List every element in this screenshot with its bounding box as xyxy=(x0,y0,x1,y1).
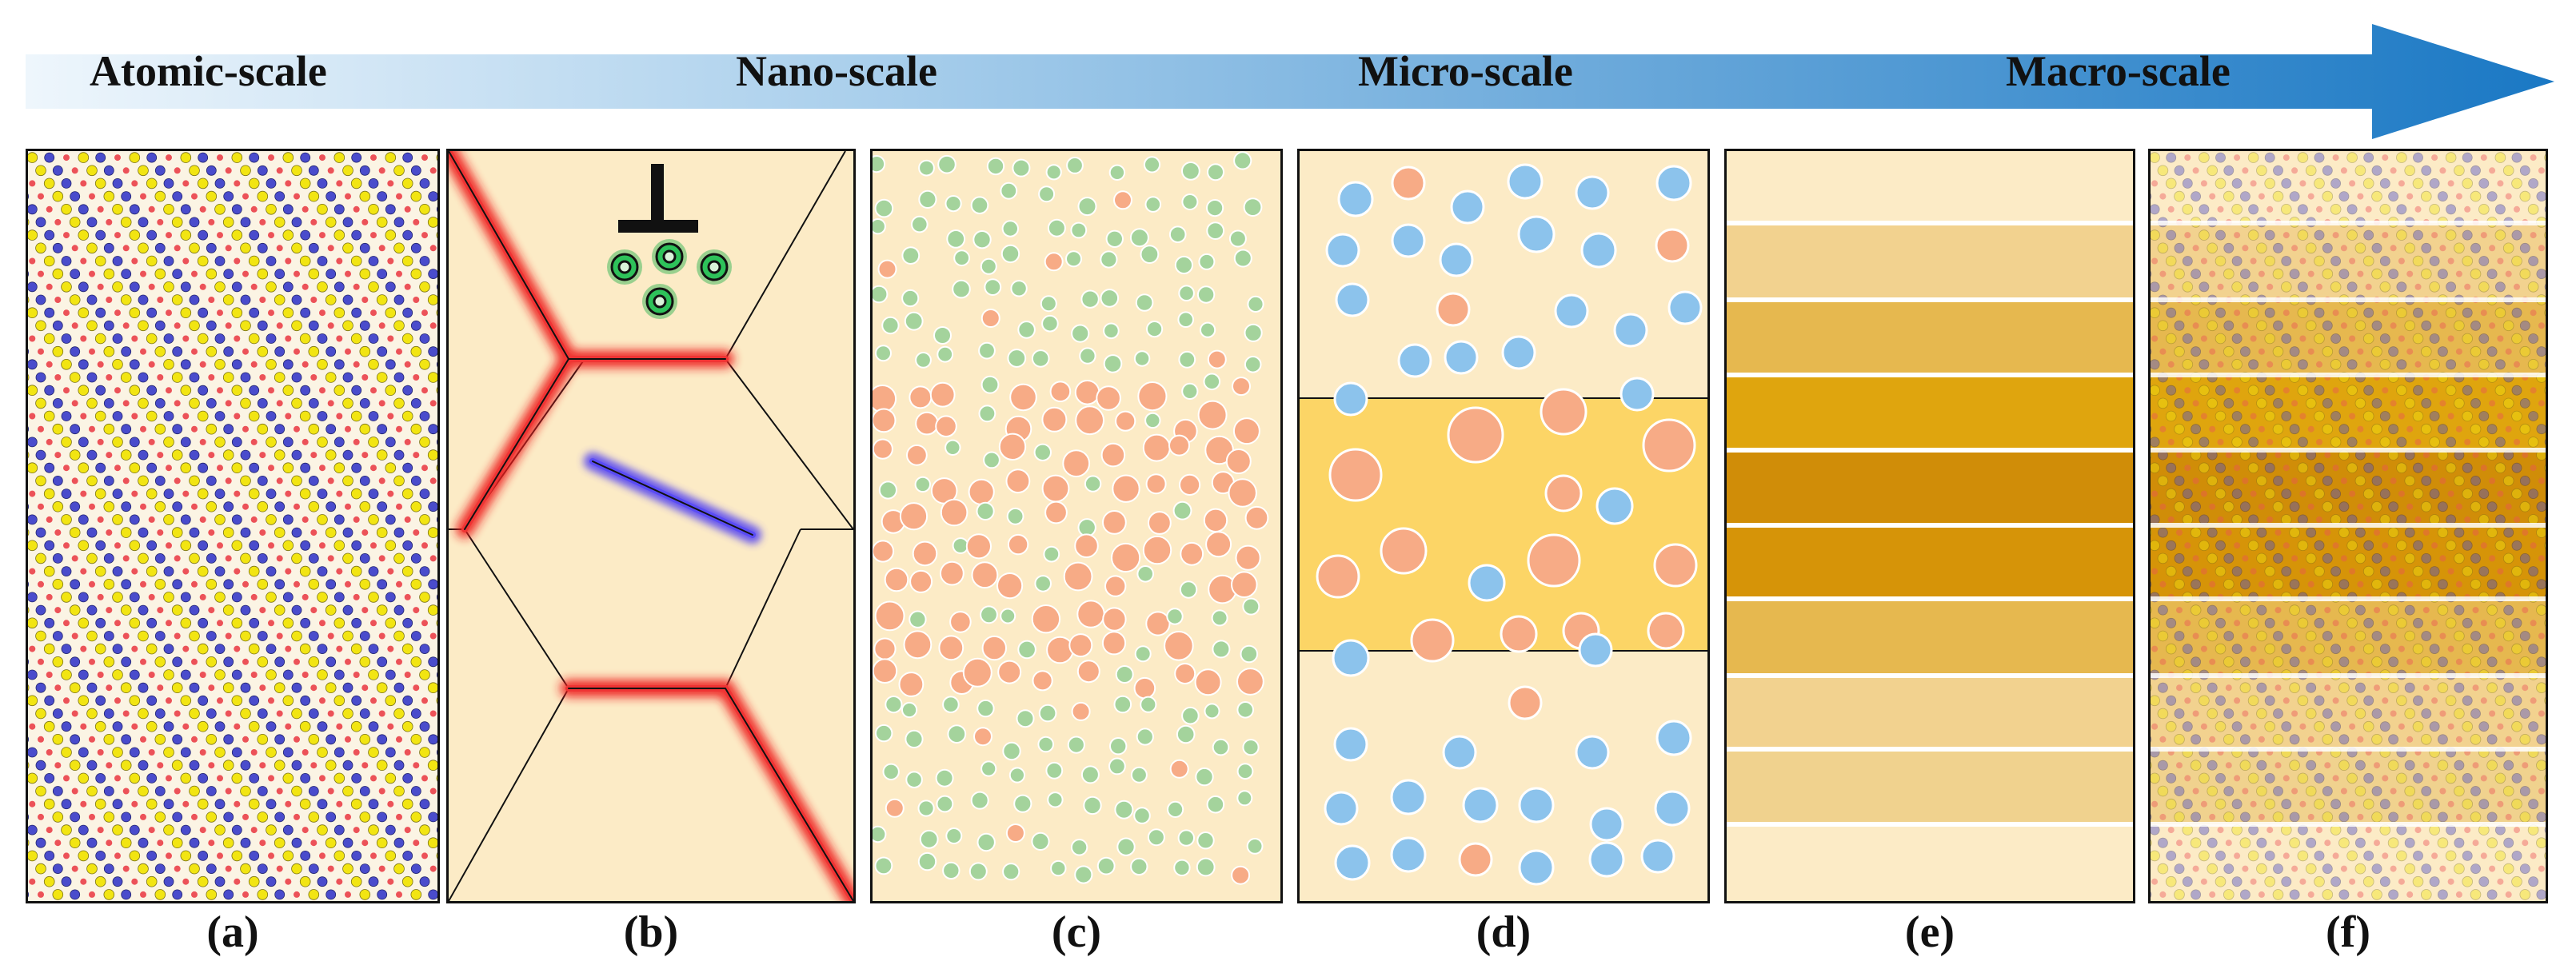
scale-label-atomic: Atomic-scale xyxy=(90,47,327,95)
panel-b-grain-boundaries xyxy=(446,149,856,903)
scale-label-micro: Micro-scale xyxy=(1358,47,1573,95)
atom-grid xyxy=(28,152,437,900)
panel-f-hierarchical xyxy=(2148,149,2548,903)
dislocation-line xyxy=(584,453,761,544)
panel-a-atomic-lattice xyxy=(26,149,440,903)
dislocation-symbol xyxy=(618,164,698,233)
panel-d-micro-particles xyxy=(1297,149,1710,903)
precipitate-field xyxy=(873,151,1280,901)
layered-structure xyxy=(1727,151,2133,901)
grain-boundaries-highlighted xyxy=(449,151,853,901)
caption-f: (f) xyxy=(2326,907,2370,957)
hierarchical-structure xyxy=(2151,151,2546,901)
atomic-lattice xyxy=(28,151,437,901)
precipitates xyxy=(873,151,1269,885)
caption-b: (b) xyxy=(623,907,679,957)
layers xyxy=(2151,151,2546,901)
solute-atom-cluster xyxy=(607,239,732,319)
caption-a: (a) xyxy=(206,907,259,957)
scale-label-macro: Macro-scale xyxy=(2006,47,2231,95)
panel-c-nano-precipitates xyxy=(870,149,1283,903)
grain-structure xyxy=(449,151,853,901)
caption-e: (e) xyxy=(1904,907,1955,957)
caption-c: (c) xyxy=(1051,907,1102,957)
caption-d: (d) xyxy=(1476,907,1532,957)
panel-e-macro-layers xyxy=(1724,149,2135,903)
layers xyxy=(1727,151,2133,901)
gb-right-upper xyxy=(725,358,853,530)
particles xyxy=(1316,163,1703,886)
particle-layers xyxy=(1300,151,1707,901)
scale-label-nano: Nano-scale xyxy=(736,47,937,95)
scale-arrow xyxy=(26,24,2554,139)
